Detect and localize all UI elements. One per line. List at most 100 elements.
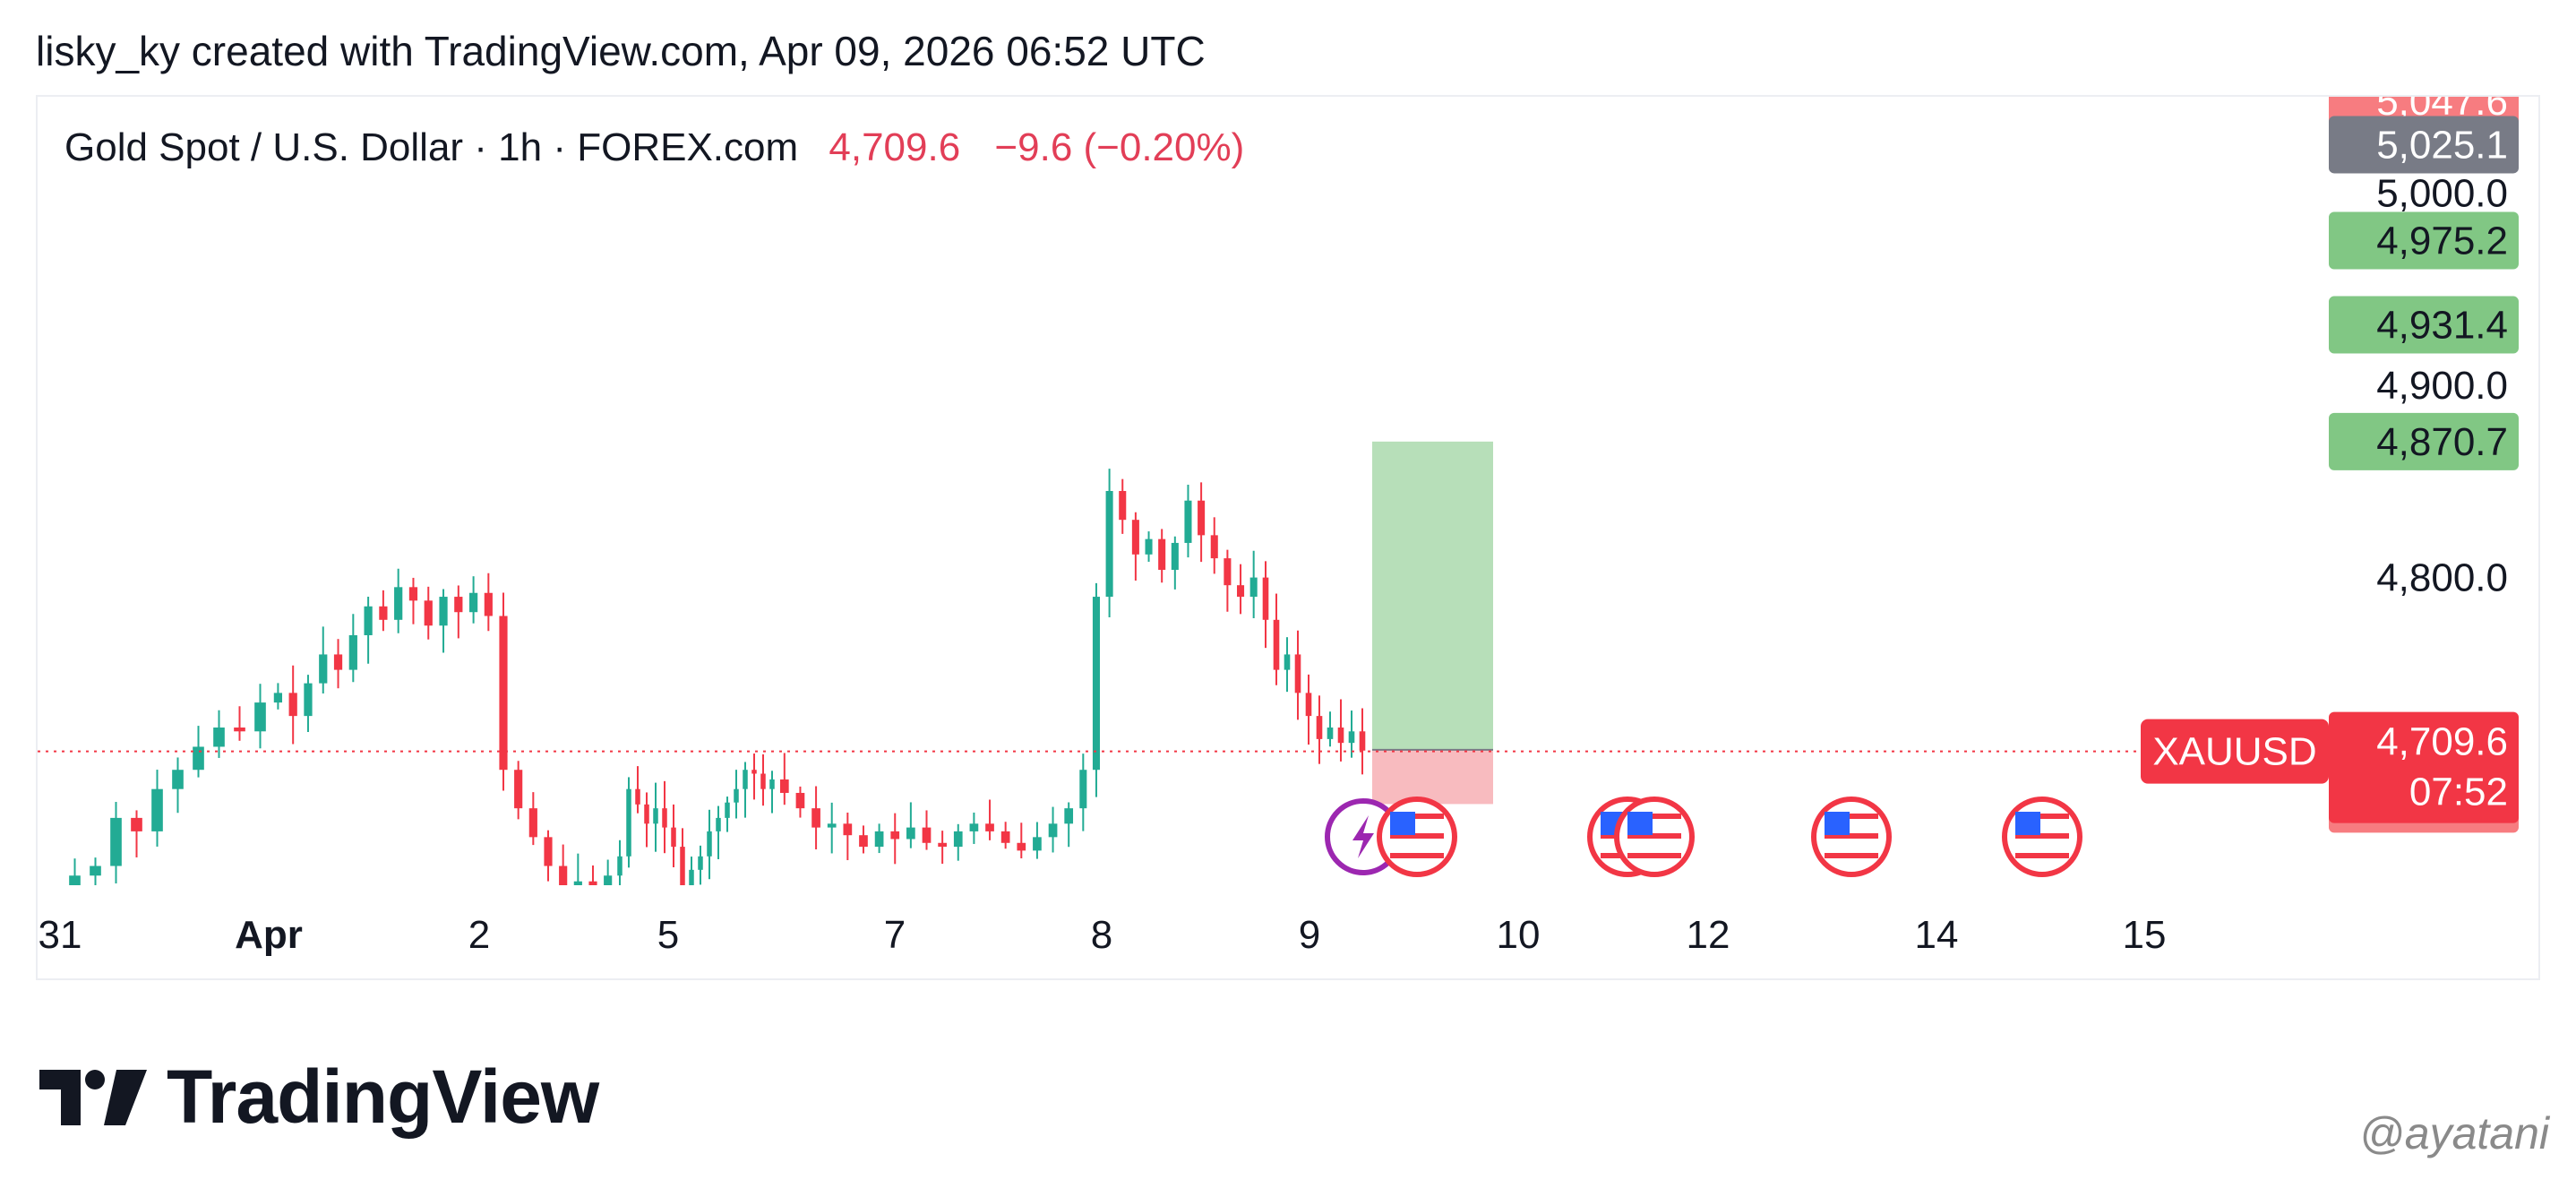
candle-body: [1145, 538, 1153, 555]
flag-stripe: [1825, 823, 1878, 829]
last-price-value: 4,709.6: [829, 125, 961, 169]
candle-body: [1158, 538, 1166, 570]
candle-body: [922, 827, 932, 843]
flag-stripe: [1825, 843, 1878, 848]
candle-body: [1079, 770, 1087, 809]
candles: [69, 469, 1366, 885]
flag-canton: [1627, 812, 1653, 835]
flag-stripe: [1825, 853, 1878, 858]
candle-body: [69, 875, 81, 885]
candle-body: [528, 808, 537, 838]
x-tick-label: 14: [1915, 913, 1959, 957]
candle-body: [707, 831, 712, 857]
candle-body: [843, 823, 853, 836]
us-flag-icon[interactable]: [2002, 797, 2082, 877]
candle-body: [795, 792, 805, 809]
candle-body: [734, 788, 739, 803]
candle-body: [1305, 693, 1312, 717]
us-flag-icon[interactable]: [1377, 797, 1457, 877]
price-label: 4,931.4: [2376, 304, 2508, 348]
candle-body: [617, 856, 623, 876]
x-tick-label: 7: [884, 913, 906, 957]
stop-loss-zone[interactable]: [1372, 749, 1493, 805]
candle-body: [499, 616, 508, 771]
candle-body: [1092, 597, 1100, 771]
x-tick-label: 10: [1497, 913, 1541, 957]
flag-stripe: [1627, 823, 1681, 829]
price-chart[interactable]: 4,800.04,900.05,000.05,047.65,025.14,975…: [38, 97, 2542, 982]
candle-body: [689, 869, 694, 885]
candle-body: [716, 817, 721, 831]
candle-body: [172, 770, 184, 789]
candle-body: [1198, 500, 1206, 536]
time-axis: 31 Apr 2 5 7 8 9 10 12 14 15: [39, 913, 2167, 957]
flag-stripe: [1627, 814, 1681, 819]
x-tick-label: 31: [39, 913, 82, 957]
candle-body: [743, 770, 748, 789]
candle-body: [131, 817, 142, 831]
candle-body: [644, 804, 649, 824]
flag-stripe: [2015, 853, 2069, 858]
tradingview-logo-icon: [39, 1069, 147, 1125]
candle-body: [1105, 491, 1113, 598]
candle-body: [1000, 831, 1010, 843]
candle-body: [1131, 520, 1139, 555]
candle-body: [662, 808, 667, 828]
symbol-tag[interactable]: [2141, 719, 2329, 784]
candle-body: [985, 823, 994, 831]
candle-body: [859, 835, 868, 848]
economic-events: [1325, 797, 2082, 877]
x-tick-label: 5: [657, 913, 679, 957]
current-price-value: 4,709.6: [2376, 720, 2508, 764]
flag-stripe: [1390, 853, 1444, 858]
candle-body: [588, 881, 597, 885]
candle-body: [751, 770, 757, 774]
candle-body: [151, 788, 163, 831]
candle-body: [635, 788, 640, 805]
candle-body: [1316, 716, 1323, 739]
candle-body: [938, 842, 947, 848]
candle-body: [1119, 491, 1127, 521]
candle-body: [254, 702, 266, 732]
candle-body: [408, 587, 418, 601]
candle-body: [653, 808, 658, 824]
candle-body: [779, 779, 789, 793]
candle-body: [484, 592, 493, 616]
position-zones: [1372, 441, 1493, 805]
flag-stripe: [2015, 814, 2069, 819]
candle-body: [110, 817, 122, 866]
candle-body: [1262, 577, 1269, 620]
bar-countdown: 07:52: [2409, 771, 2508, 814]
candle-body: [698, 856, 703, 870]
chart-panel[interactable]: 4,800.0 4,900.0 5,000.0 5,047.6 5,025.1 4,975…: [36, 95, 2540, 980]
candle-body: [1273, 619, 1280, 670]
candle-body: [1033, 837, 1042, 851]
watermark: @ayatani: [2359, 1108, 2549, 1158]
chart-caption: lisky_ky created with TradingView.com, A…: [36, 28, 1206, 74]
price-label: 5,025.1: [2376, 123, 2508, 167]
flag-stripe: [1390, 823, 1444, 829]
flag-stripe: [1390, 814, 1444, 819]
candle-body: [827, 823, 837, 828]
flag-stripe: [1390, 833, 1444, 839]
flag-stripe: [2015, 843, 2069, 848]
candle-body: [769, 779, 775, 789]
price-label-tag: [2329, 116, 2519, 174]
price-label-tag: [2329, 296, 2519, 354]
candle-body: [319, 654, 328, 684]
symbol-header: Gold Spot / U.S. Dollar · 1h · FOREX.com…: [64, 125, 1244, 170]
candle-body: [394, 587, 403, 620]
candle-body: [725, 802, 730, 818]
candle-body: [573, 881, 582, 885]
us-flag-icon[interactable]: [1614, 797, 1695, 877]
symbol-name[interactable]: Gold Spot / U.S. Dollar · 1h · FOREX.com: [64, 125, 799, 169]
profit-target-zone[interactable]: [1372, 441, 1493, 750]
us-flag-icon[interactable]: [1811, 797, 1892, 877]
candle-body: [439, 597, 448, 626]
price-label: 4,975.2: [2376, 220, 2508, 263]
candle-body: [1284, 654, 1291, 670]
flag-stripe: [2015, 833, 2069, 839]
price-label-tag: [2329, 211, 2519, 270]
candle-body: [333, 654, 343, 670]
candle-body: [1359, 731, 1366, 751]
